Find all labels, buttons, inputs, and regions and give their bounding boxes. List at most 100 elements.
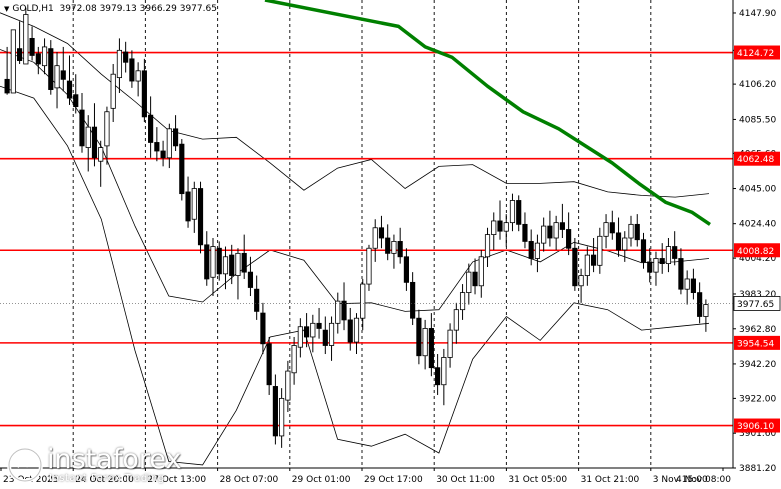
level-label-box bbox=[734, 335, 780, 350]
candle-bull bbox=[603, 222, 609, 237]
candle-bear bbox=[410, 281, 416, 319]
candle-bear bbox=[566, 229, 572, 249]
y-tick-label: 3962.80 bbox=[739, 325, 776, 335]
candle-bear bbox=[528, 241, 534, 259]
support-resistance-levels bbox=[0, 51, 733, 427]
candle-bear bbox=[497, 220, 503, 232]
candle-bear bbox=[647, 261, 653, 273]
level-label-box bbox=[734, 243, 780, 258]
level-label: 3954.54 bbox=[737, 339, 774, 349]
candle-bear bbox=[397, 241, 403, 258]
candle-bull bbox=[578, 275, 584, 287]
candle-bear bbox=[141, 70, 147, 118]
current-price-label: 3977.65 bbox=[0, 296, 781, 311]
candle-bull bbox=[509, 200, 516, 224]
candle-bear bbox=[241, 252, 247, 273]
candle-bear bbox=[254, 288, 260, 312]
candle-bull bbox=[478, 256, 484, 287]
candle-bear bbox=[322, 329, 328, 346]
level-label-box bbox=[734, 151, 780, 166]
candle-bear bbox=[640, 239, 647, 263]
candle-bull bbox=[222, 256, 229, 275]
candle-bull bbox=[447, 329, 453, 358]
candle-bull bbox=[166, 128, 172, 159]
candle-bear bbox=[266, 343, 272, 386]
candle-bull bbox=[297, 326, 303, 348]
candle-bear bbox=[73, 94, 79, 108]
candle-bear bbox=[304, 326, 310, 338]
level-label-box bbox=[734, 418, 780, 433]
candle-bear bbox=[472, 271, 478, 287]
candle-bear bbox=[79, 109, 85, 147]
candle-bear bbox=[260, 312, 266, 345]
candle-bull bbox=[104, 111, 110, 147]
candle-bull bbox=[503, 222, 509, 232]
current-price-text: 3977.65 bbox=[737, 300, 774, 310]
dropdown-triangle-icon[interactable]: ▼ bbox=[4, 5, 10, 13]
level-labels: 4124.72 4062.48 4008.82 3954.54 3906.10 bbox=[734, 45, 780, 433]
candle-bull bbox=[703, 304, 709, 317]
candle-bull bbox=[684, 278, 690, 290]
y-tick-label: 3922.00 bbox=[739, 394, 776, 404]
candle-bear bbox=[172, 128, 179, 147]
candle-bear bbox=[378, 227, 385, 239]
candle-bear bbox=[690, 278, 696, 294]
y-tick-label: 4106.20 bbox=[739, 80, 776, 90]
candle-bull bbox=[335, 300, 341, 324]
candle-bear bbox=[160, 150, 166, 159]
candle-bull bbox=[597, 235, 603, 266]
candle-bull bbox=[459, 292, 466, 311]
watermark-tagline: Instant Forex Trading bbox=[49, 473, 165, 484]
x-tick-label: 29 Oct 17:00 bbox=[364, 475, 423, 485]
candle-bull bbox=[10, 29, 16, 94]
candles bbox=[4, 7, 709, 448]
candle-bull bbox=[310, 322, 316, 338]
level-label: 4124.72 bbox=[737, 49, 774, 59]
candle-bull bbox=[622, 237, 628, 251]
candle-bull bbox=[279, 397, 285, 437]
candle-bull bbox=[628, 223, 634, 239]
candle-bear bbox=[129, 58, 135, 82]
candle-bear bbox=[403, 256, 409, 283]
candle-bear bbox=[17, 48, 23, 61]
candle-bear bbox=[385, 237, 391, 254]
candle-bear bbox=[179, 143, 185, 195]
y-tick-label: 4147.90 bbox=[739, 9, 776, 19]
y-tick-label: 3942.20 bbox=[739, 360, 776, 370]
candle-bull bbox=[191, 188, 197, 220]
candle-bull bbox=[653, 258, 659, 273]
candle-bear bbox=[216, 247, 222, 275]
candle-bear bbox=[185, 191, 191, 222]
candle-bull bbox=[291, 345, 297, 374]
candle-bear bbox=[572, 247, 578, 287]
x-tick-label: 27 Oct 13:00 bbox=[147, 475, 206, 485]
candle-bull bbox=[116, 49, 123, 79]
x-tick-label: 29 Oct 01:00 bbox=[292, 475, 351, 485]
candle-bear bbox=[4, 78, 10, 94]
candle-bull bbox=[353, 317, 360, 343]
candle-bull bbox=[110, 73, 116, 109]
level-label: 4008.82 bbox=[737, 247, 774, 257]
x-tick-label: 3 Nov 15:00 bbox=[653, 475, 708, 485]
candle-bull bbox=[41, 46, 48, 67]
level-label: 4062.48 bbox=[737, 155, 774, 165]
candle-bull bbox=[23, 14, 29, 65]
candle-bull bbox=[466, 271, 472, 294]
candle-bull bbox=[360, 283, 366, 319]
instaforex-logo-icon bbox=[7, 447, 43, 483]
candle-bear bbox=[247, 271, 254, 288]
moving-average bbox=[264, 0, 711, 226]
y-tick-label: 4004.20 bbox=[739, 254, 776, 264]
y-tick-label: 3983.20 bbox=[739, 290, 776, 300]
candle-bear bbox=[66, 80, 73, 99]
y-tick-label: 4024.40 bbox=[739, 220, 776, 230]
candle-bull bbox=[584, 254, 590, 276]
candle-bear bbox=[435, 367, 441, 386]
candle-bull bbox=[453, 309, 459, 331]
candle-bear bbox=[522, 223, 528, 242]
level-label: 3906.10 bbox=[737, 422, 774, 432]
candle-bear bbox=[678, 258, 684, 290]
candle-bear bbox=[123, 51, 129, 63]
candle-bull bbox=[135, 70, 141, 82]
